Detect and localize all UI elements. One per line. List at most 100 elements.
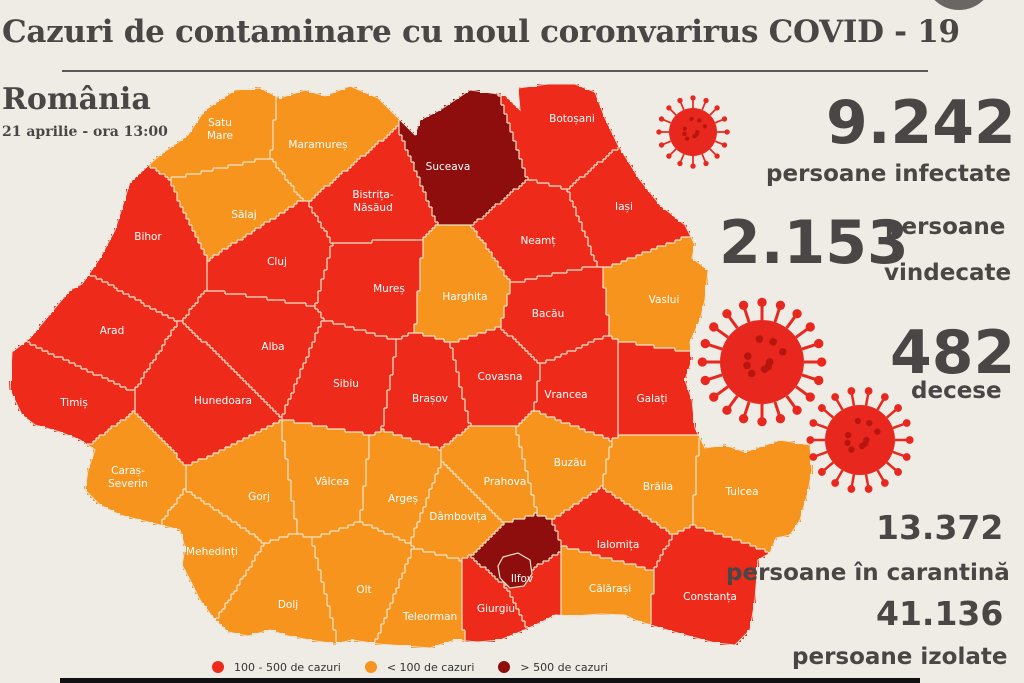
legend-item-darkred: > 500 de cazuri xyxy=(498,661,608,674)
county-area-constanța xyxy=(651,525,768,645)
county-area-maramureș xyxy=(270,87,399,201)
country-outline xyxy=(9,83,813,649)
virus-icon xyxy=(656,95,730,169)
deaths-value: 482 xyxy=(890,318,1016,388)
county-area-gorj xyxy=(186,420,297,543)
legend-item-orange: < 100 de cazuri xyxy=(364,660,475,674)
county-area-olt xyxy=(312,522,414,642)
county-area-vrancea xyxy=(534,336,618,441)
recovered-label-line1: persoane xyxy=(885,214,1006,240)
county-label: Dâmbovița xyxy=(429,511,487,523)
county-label: Alba xyxy=(261,341,284,353)
county-area-teleorman xyxy=(375,549,465,648)
county-area-argeș xyxy=(360,429,441,543)
county-area-alba xyxy=(183,291,324,417)
county-area-suceava xyxy=(399,90,528,225)
county-label: Ilfov xyxy=(511,573,533,585)
county-label: Teleorman xyxy=(402,611,457,623)
county-area-iași xyxy=(567,147,690,267)
virus-icon xyxy=(806,387,914,493)
county-area-prahova xyxy=(441,426,537,522)
county-area-satu-mare xyxy=(150,87,276,180)
legend-dot-darkred xyxy=(498,661,511,673)
county-label: Neamț xyxy=(520,235,555,247)
county-area-galați xyxy=(618,342,699,435)
isolated-label: persoane izolate xyxy=(792,644,1008,670)
county-label: Iași xyxy=(615,201,633,213)
county-label: Maramureș xyxy=(288,139,347,151)
county-label: Brăila xyxy=(643,481,673,493)
county-label: Dolj xyxy=(278,599,298,611)
county-area-caraș-severin xyxy=(84,411,186,525)
county-area-bihor xyxy=(90,165,207,321)
county-label: Caraș-Severin xyxy=(108,465,148,490)
country-name: România xyxy=(2,82,151,117)
county-label: Harghita xyxy=(442,291,487,303)
county-label: Bihor xyxy=(134,231,162,243)
legend-item-red: 100 - 500 de cazuri xyxy=(212,661,341,674)
isolated-value: 41.136 xyxy=(876,594,1004,633)
county-area-ilfov xyxy=(504,552,561,627)
county-label: Giurgiu xyxy=(477,603,515,615)
county-label: Argeș xyxy=(388,493,418,505)
county-area-neamț xyxy=(471,180,597,282)
county-label: Suceava xyxy=(426,161,471,173)
recovered-value: 2.153 xyxy=(719,208,909,278)
county-area-vâlcea xyxy=(282,420,369,537)
county-area-hunedoara xyxy=(135,321,282,465)
county-label: Vrancea xyxy=(544,389,587,401)
county-area-arad xyxy=(27,276,177,390)
county-label: Călărași xyxy=(589,583,631,595)
county-area-dâmbovița xyxy=(411,462,504,561)
county-label: Bistrița-Năsăud xyxy=(352,189,393,214)
county-area-bistrița-năsăud xyxy=(309,126,438,243)
county-area-ialomița xyxy=(552,486,672,570)
county-borders xyxy=(9,83,813,649)
county-label: Gorj xyxy=(248,491,270,503)
county-label: Tulcea xyxy=(724,486,758,498)
title-divider xyxy=(62,70,928,72)
county-label: Bacău xyxy=(532,308,565,320)
county-area-cluj xyxy=(207,201,333,306)
legend-dot-orange xyxy=(364,661,377,673)
county-label: Hunedoara xyxy=(194,395,252,407)
county-label: Mureș xyxy=(373,283,405,295)
county-area-timiș xyxy=(9,342,135,444)
quarantine-label: persoane în carantină xyxy=(726,560,1010,586)
quarantine-value: 13.372 xyxy=(876,508,1004,547)
county-label: Brașov xyxy=(412,393,448,405)
county-label: Olt xyxy=(356,584,371,596)
county-label: Arad xyxy=(100,325,125,337)
county-label: Sălaj xyxy=(231,209,256,221)
county-area-vaslui xyxy=(603,237,708,351)
county-label: Ialomița xyxy=(597,539,640,551)
county-area-brașov xyxy=(381,333,471,450)
county-label: Vaslui xyxy=(649,294,680,306)
county-label: Buzău xyxy=(554,457,586,469)
county-label: Botoșani xyxy=(549,113,595,125)
county-area-covasna xyxy=(450,327,540,426)
infected-label: persoane infectate xyxy=(766,161,1012,187)
county-label: Satu Mare xyxy=(207,117,233,142)
report-date: 21 aprilie - ora 13:00 xyxy=(2,124,168,140)
map-legend: 100 - 500 de cazuri < 100 de cazuri > 50… xyxy=(212,658,632,676)
county-area-bacău xyxy=(501,267,609,363)
county-area-sălaj xyxy=(171,159,303,261)
county-label: Cluj xyxy=(267,256,287,268)
bottom-bar xyxy=(60,678,920,683)
county-label: Covasna xyxy=(478,371,523,383)
county-label: Sibiu xyxy=(333,378,359,390)
county-label: Prahova xyxy=(484,476,527,488)
county-area-harghita xyxy=(414,225,510,342)
county-label: Mehedinți xyxy=(186,546,238,558)
page-title: Cazuri de contaminare cu noul coronvarir… xyxy=(2,14,960,50)
county-area-bucurești xyxy=(471,513,561,585)
legend-dot-red xyxy=(212,661,224,673)
infected-value: 9.242 xyxy=(826,88,1016,158)
county-area-brăila xyxy=(603,435,699,534)
county-area-giurgiu xyxy=(462,555,528,642)
deaths-label: decese xyxy=(911,378,1002,404)
legend-label-orange: < 100 de cazuri xyxy=(386,660,475,674)
legend-label-darkred: > 500 de cazuri xyxy=(520,660,608,674)
